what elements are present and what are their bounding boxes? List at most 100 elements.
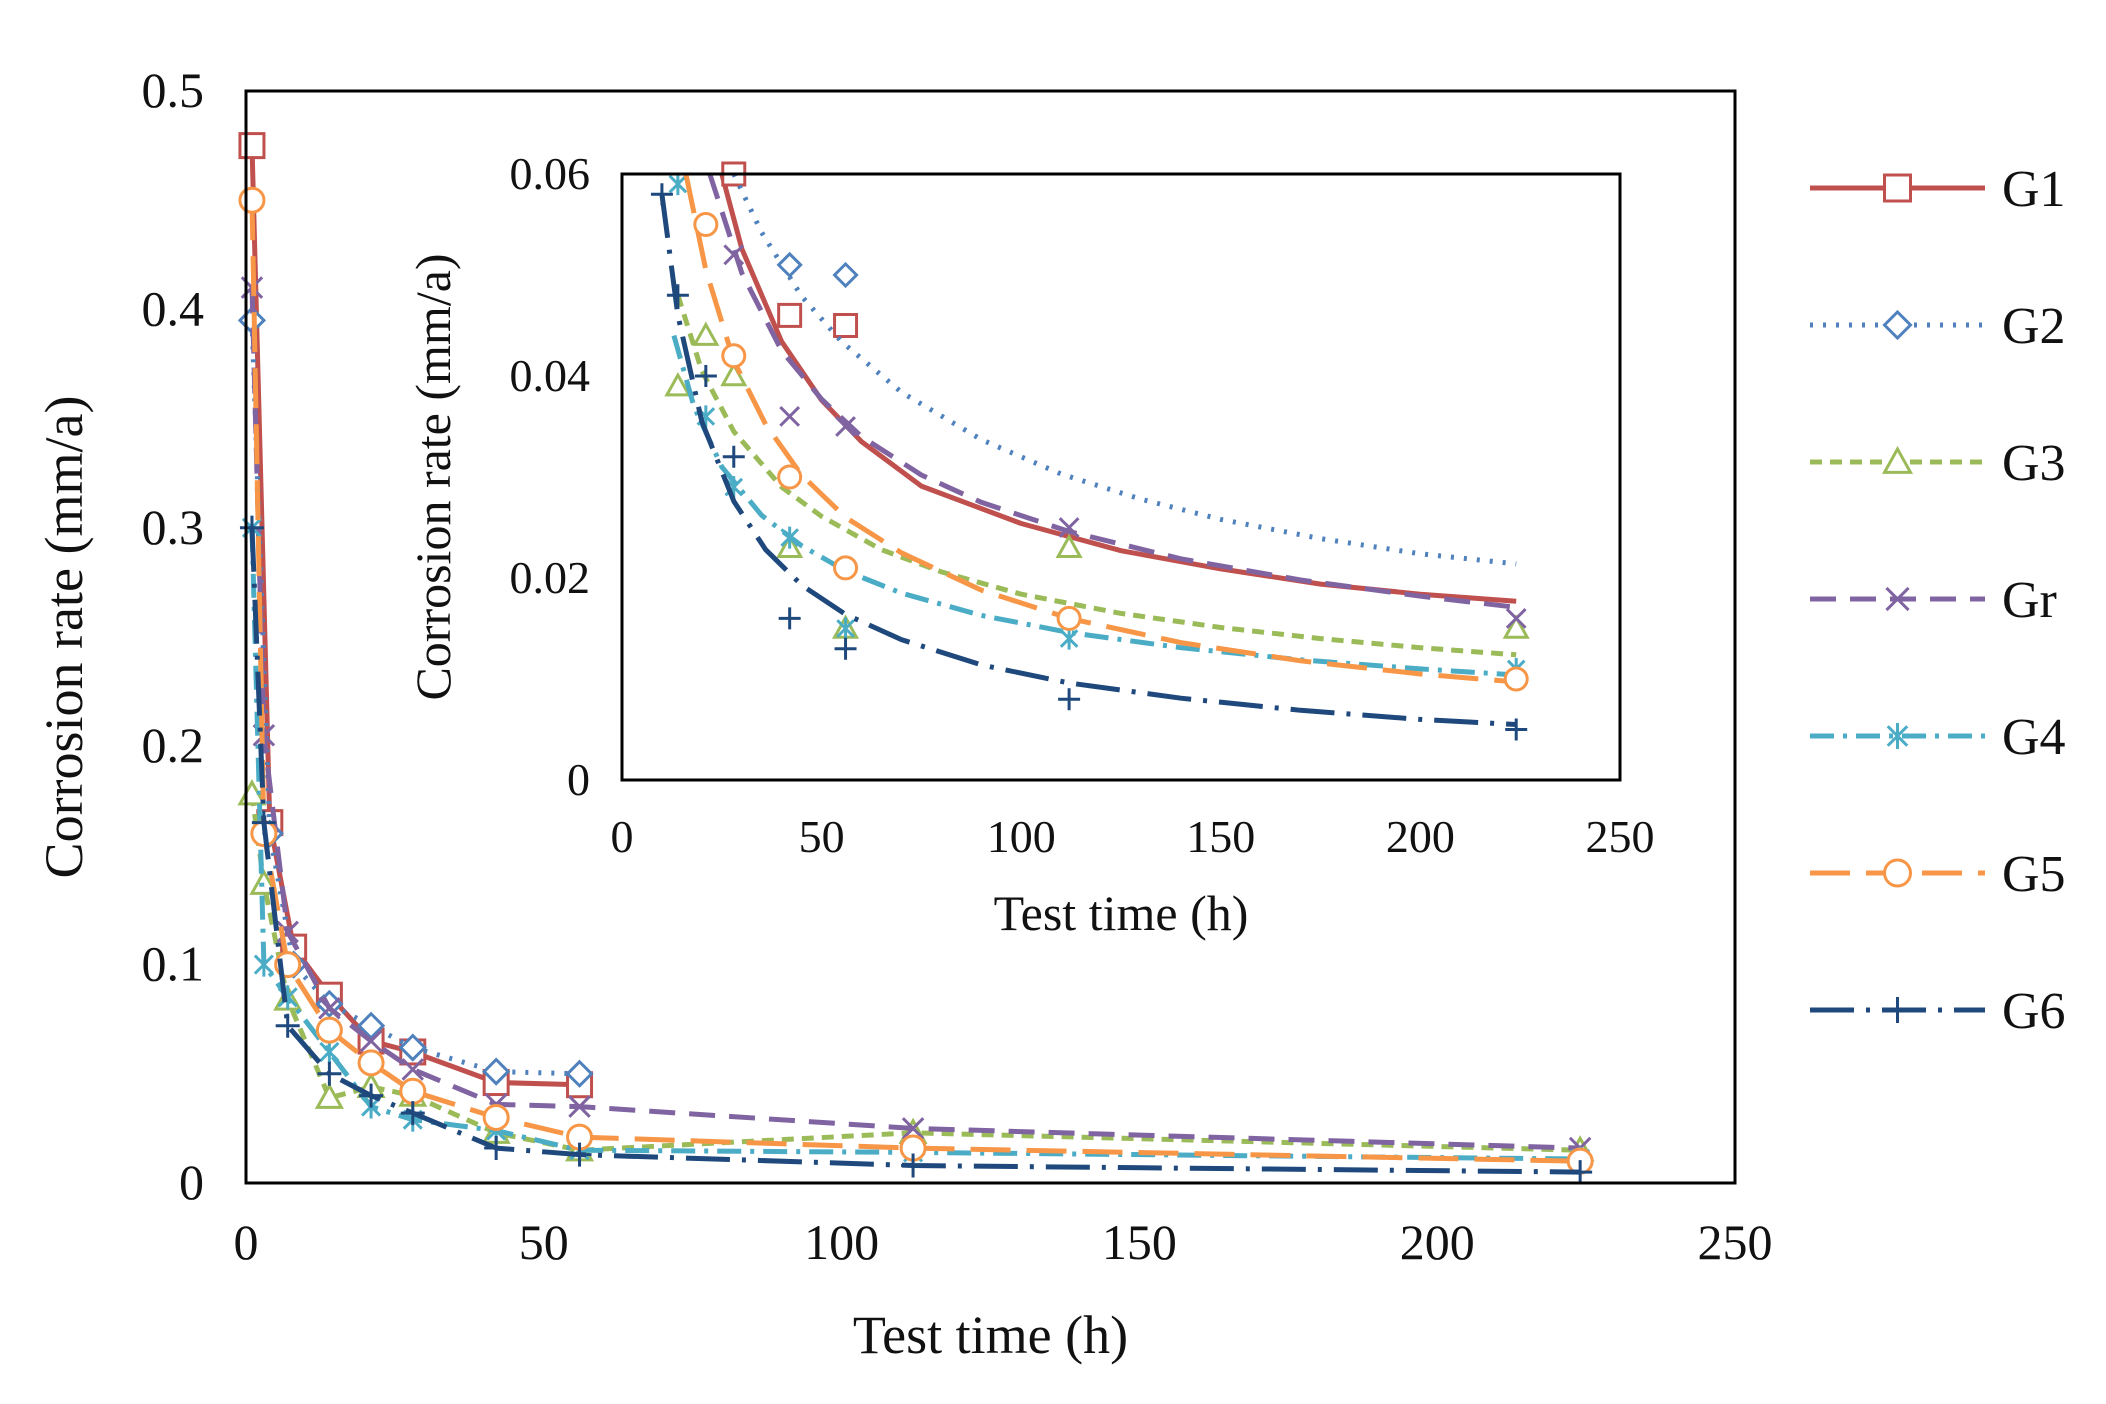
main-xtick-label-5: 250	[1698, 1214, 1773, 1270]
inset-point-g5-4-shape	[1056, 605, 1082, 631]
inset-point-g3-0	[664, 372, 692, 397]
inset-point-g3-6	[1502, 614, 1530, 639]
inset-point-g4-0	[668, 173, 688, 196]
inset-point-g5-4	[1056, 605, 1082, 631]
inset-point-gr-1	[779, 405, 801, 427]
main-point-g5-4-shape	[357, 1049, 385, 1077]
inset-point-g3-0-shape	[664, 372, 692, 397]
main-point-g5-5-shape	[399, 1077, 427, 1105]
inset-xtick-label-3: 150	[1186, 811, 1255, 862]
main-point-g6-1-shape	[251, 810, 276, 835]
main-x-axis-title: Test time (h)	[853, 1305, 1128, 1365]
main-ytick-label-3: 0.3	[142, 499, 205, 555]
inset-point-g6-4-shape	[778, 607, 801, 630]
inset-point-g6-0-shape	[650, 183, 673, 206]
legend-marker-g4	[1886, 723, 1909, 749]
main-point-g6-4-shape	[359, 1083, 384, 1108]
inset-point-g6-3	[722, 445, 745, 468]
inset-point-gr-1-shape	[779, 405, 801, 427]
inset-point-g1-1-shape	[777, 302, 803, 328]
main-point-g6-0	[239, 515, 264, 540]
inset-ytick-label-0: 0	[567, 754, 590, 805]
inset-fit-line-g3	[675, 294, 1517, 658]
inset-ytick-label-1: 0.02	[510, 552, 591, 603]
main-ytick-label-1: 0.1	[142, 936, 205, 992]
legend-label-g3: G3	[2002, 435, 2066, 492]
inset-point-g1-1	[777, 302, 803, 328]
legend-marker-g3	[1881, 445, 1914, 474]
main-point-g5-5	[399, 1077, 427, 1105]
inset-fit-line-g6	[659, 193, 1517, 727]
legend-marker-g6-shape	[1884, 997, 1911, 1023]
inset-point-gr-4	[1505, 607, 1527, 629]
inset-point-g2-1	[832, 261, 859, 289]
main-point-gr-8	[901, 1117, 925, 1140]
main-point-g6-2-shape	[275, 1013, 300, 1038]
inset-point-g4-4-shape	[836, 617, 855, 640]
main-point-g6-4	[359, 1083, 384, 1108]
inset-plot-frame	[620, 172, 1622, 782]
main-line-g6	[249, 527, 1581, 1175]
main-xtick-label-4: 200	[1400, 1214, 1475, 1270]
main-point-g5-6-shape	[482, 1103, 510, 1131]
legend-item-gr: Gr	[1810, 572, 2057, 629]
main-point-g5-4	[357, 1049, 385, 1077]
main-point-g2-7	[565, 1059, 594, 1088]
inset-point-g1-2	[833, 313, 859, 338]
inset-point-g4-5-shape	[1059, 627, 1079, 650]
main-point-g5-3-shape	[315, 1016, 343, 1044]
main-point-gr-5	[401, 1058, 425, 1081]
main-point-g5-3	[315, 1016, 343, 1044]
main-point-g6-9-shape	[1568, 1160, 1593, 1185]
legend-marker-g1-shape	[1883, 173, 1912, 203]
main-point-g2-6	[482, 1057, 511, 1086]
inset-point-g6-5-shape	[834, 637, 857, 660]
legend-label-g2: G2	[2002, 298, 2066, 355]
legend-marker-g5-shape	[1883, 858, 1912, 888]
inset-point-g5-3	[833, 555, 859, 581]
inset-point-g4-4	[836, 617, 855, 640]
inset-xtick-label-4: 200	[1386, 811, 1455, 862]
inset-point-g5-0-shape	[693, 212, 719, 237]
main-ytick-label-4: 0.4	[142, 280, 205, 336]
main-point-g6-6-shape	[484, 1136, 509, 1161]
inset-y-axis-title: Corrosion rate (mm/a)	[405, 253, 461, 700]
inset-fit-line-g2	[731, 172, 1517, 567]
main-point-gr-4	[359, 1029, 383, 1053]
inset-point-g6-0	[650, 183, 673, 206]
inset-point-g4-3	[780, 526, 799, 549]
main-point-g6-9	[1568, 1160, 1593, 1185]
legend-marker-g1	[1883, 173, 1912, 203]
inset-point-g6-5	[834, 637, 857, 660]
legend: G1 G2 G3 Gr G4 G5 G6	[1810, 161, 2066, 1040]
main-point-g6-3-shape	[317, 1061, 342, 1086]
inset-point-g6-7	[1505, 718, 1528, 741]
main-point-gr-4-shape	[359, 1029, 383, 1053]
main-point-gr-3	[318, 997, 341, 1020]
legend-label-gr: Gr	[2002, 572, 2057, 629]
inset-point-gr-2-shape	[835, 416, 856, 437]
inset-series-g6	[650, 183, 1528, 741]
legend-label-g4: G4	[2002, 709, 2066, 766]
legend-item-g3: G3	[1810, 435, 2066, 492]
inset-point-g5-3-shape	[833, 555, 859, 581]
main-series-g6	[239, 515, 1593, 1185]
inset-point-g5-2-shape	[777, 464, 803, 490]
inset-xtick-label-0: 0	[611, 811, 634, 862]
main-point-g2-5-shape	[398, 1033, 427, 1062]
legend-marker-g2	[1882, 309, 1913, 341]
main-line-g3	[249, 793, 1581, 1153]
legend-label-g6: G6	[2002, 983, 2066, 1040]
legend-marker-g6	[1884, 997, 1911, 1023]
inset-point-gr-0-shape	[723, 244, 745, 266]
inset-point-g3-2-shape	[720, 361, 748, 387]
legend-label-g1: G1	[2002, 161, 2066, 218]
main-ytick-label-2: 0.2	[142, 717, 205, 773]
inset-point-g4-3-shape	[780, 526, 799, 549]
main-point-g3-3-shape	[314, 1082, 344, 1109]
inset-point-g3-6-shape	[1502, 614, 1530, 639]
main-ytick-label-5: 0.5	[142, 62, 205, 118]
legend-marker-g2-shape	[1882, 309, 1913, 341]
main-point-g2-5	[398, 1033, 427, 1062]
main-point-g2-6-shape	[482, 1057, 511, 1086]
